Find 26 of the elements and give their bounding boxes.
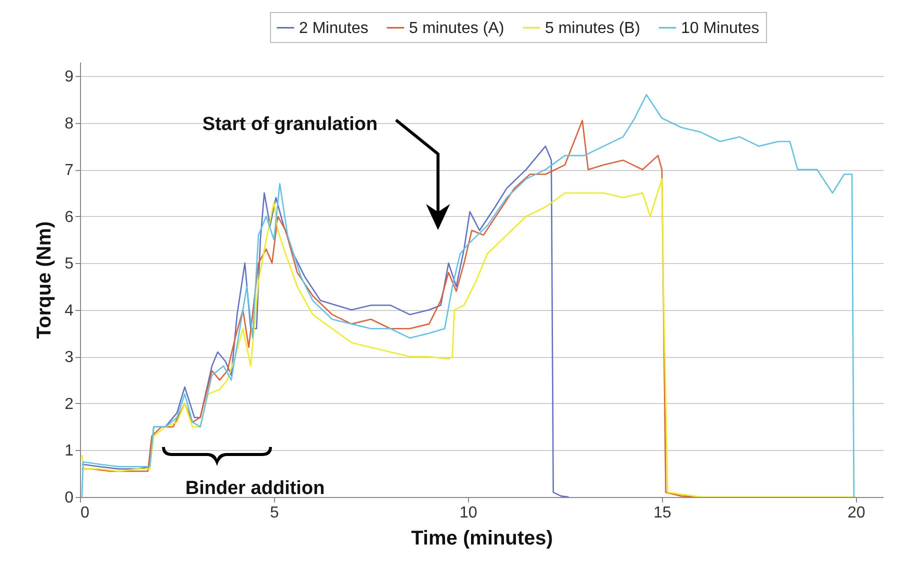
- annotation: Start of granulation: [202, 114, 378, 135]
- y-tick-label: 0: [64, 490, 74, 506]
- y-tick-label: 8: [64, 115, 74, 132]
- line-series: [81, 178, 856, 497]
- y-tick-label: 5: [64, 256, 74, 273]
- y-tick-label: 9: [64, 68, 74, 86]
- x-axis-title: Time (minutes): [411, 528, 553, 550]
- y-tick-label: 4: [64, 302, 74, 320]
- y-tick-label: 3: [64, 349, 74, 366]
- x-tick-label: 15: [653, 504, 672, 522]
- legend-label: 10 Minutes: [681, 20, 760, 37]
- y-tick-label: 7: [64, 162, 74, 180]
- y-tick-label: 1: [64, 442, 74, 460]
- x-tick-label: 10: [460, 504, 478, 522]
- line-series: [81, 146, 570, 497]
- y-tick-label: 2: [64, 396, 74, 413]
- legend-label: 2 Minutes: [299, 20, 368, 37]
- legend-label: 5 minutes (A): [409, 20, 504, 37]
- x-tick-label: 20: [847, 504, 866, 522]
- y-tick-label: 6: [64, 208, 74, 226]
- annotation: Binder addition: [185, 478, 325, 499]
- x-tick-label: 0: [80, 504, 90, 522]
- x-tick-label: 5: [270, 504, 280, 522]
- legend-label: 5 minutes (B): [545, 20, 640, 37]
- y-axis-title: Torque (Nm): [34, 221, 56, 339]
- line-series: [81, 94, 855, 497]
